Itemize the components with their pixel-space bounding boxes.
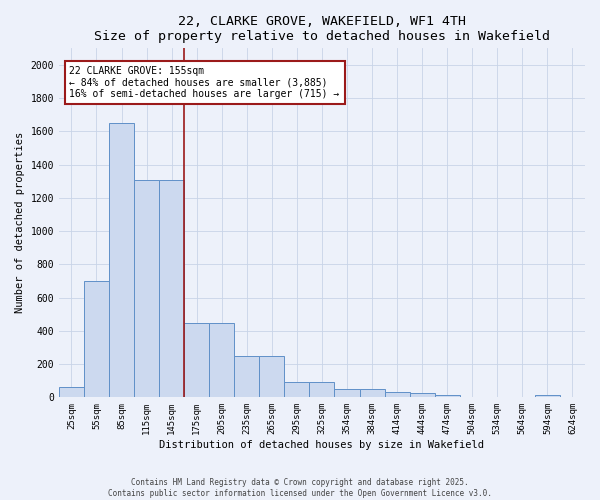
- Bar: [184, 322, 209, 398]
- Bar: [109, 123, 134, 398]
- Bar: [310, 382, 334, 398]
- Text: 22 CLARKE GROVE: 155sqm
← 84% of detached houses are smaller (3,885)
16% of semi: 22 CLARKE GROVE: 155sqm ← 84% of detache…: [70, 66, 340, 99]
- Bar: [410, 393, 434, 398]
- Bar: [234, 356, 259, 398]
- Text: Contains HM Land Registry data © Crown copyright and database right 2025.
Contai: Contains HM Land Registry data © Crown c…: [108, 478, 492, 498]
- Bar: [84, 281, 109, 398]
- Bar: [535, 395, 560, 398]
- Y-axis label: Number of detached properties: Number of detached properties: [15, 132, 25, 314]
- Bar: [359, 389, 385, 398]
- Bar: [59, 386, 84, 398]
- Bar: [434, 395, 460, 398]
- Bar: [159, 180, 184, 398]
- Bar: [334, 389, 359, 398]
- Bar: [134, 180, 159, 398]
- Bar: [284, 382, 310, 398]
- X-axis label: Distribution of detached houses by size in Wakefield: Distribution of detached houses by size …: [160, 440, 484, 450]
- Title: 22, CLARKE GROVE, WAKEFIELD, WF1 4TH
Size of property relative to detached house: 22, CLARKE GROVE, WAKEFIELD, WF1 4TH Siz…: [94, 15, 550, 43]
- Bar: [385, 392, 410, 398]
- Bar: [209, 322, 234, 398]
- Bar: [259, 356, 284, 398]
